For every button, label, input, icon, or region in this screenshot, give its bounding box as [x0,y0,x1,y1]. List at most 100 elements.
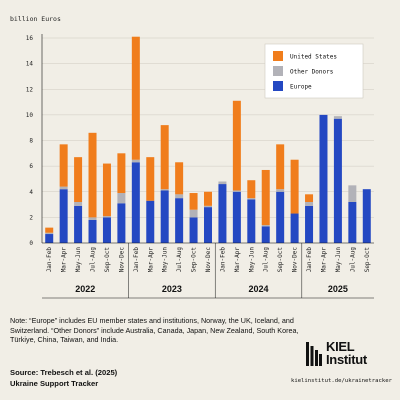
bar-united-states [146,157,155,201]
y-tick-label: 16 [26,35,34,42]
x-tick-label: Mar-Apr [61,247,68,273]
bar-other-donors [74,202,83,206]
bar-europe [333,118,342,243]
x-tick-label: Jul-Aug [90,247,97,273]
bar-united-states [88,132,97,218]
bar-europe [131,162,140,243]
logo-wordmark: KIEL Institut [326,340,367,366]
x-tick-label: Jan-Feb [306,247,313,273]
bar-united-states [189,193,198,210]
grid-lines [42,37,374,244]
x-tick-label: Mar-Apr [234,247,241,273]
kiel-institut-logo: KIEL Institut [306,340,396,370]
y-tick-label: 2 [29,214,33,221]
bar-united-states [45,227,54,233]
bar-other-donors [189,209,198,218]
x-tick-label: Jul-Aug [349,247,356,273]
bar-united-states [247,180,256,199]
bar-europe [261,226,270,243]
x-tick-label: Mar-Apr [320,247,327,273]
bar-united-states [131,36,140,160]
x-tick-label: Nov-Dec [205,247,212,273]
x-tick-label: Nov-Dec [292,247,299,273]
y-tick-label: 12 [26,86,34,93]
bar-europe [45,234,54,243]
bar-other-donors [131,159,140,163]
unit-label: billion Euros [10,15,61,23]
bar-europe [160,190,169,243]
bar-europe [305,205,314,243]
bar-europe [218,184,227,243]
source-citation: Source: Trebesch et al. (2025) [10,368,118,377]
bar-europe [74,205,83,243]
bar-united-states [232,100,241,191]
bar-other-donors [305,202,314,206]
x-tick-label: Sep-Oct [104,247,111,273]
x-tick-label: Sep-Oct [191,247,198,273]
bar-united-states [204,191,212,206]
logo-line-2: Institut [326,352,367,367]
x-tick-label: Sep-Oct [364,247,371,273]
x-tick-label: Mar-Apr [147,247,154,273]
bar-other-donors [218,181,227,185]
bar-united-states [102,163,111,217]
bar-united-states [276,144,285,190]
x-tick-label: May-Jun [335,247,342,273]
bar-europe [204,207,212,243]
bar-united-states [59,144,68,187]
legend-swatch [273,51,283,61]
legend-swatch [273,66,283,76]
source-block: Source: Trebesch et al. (2025) Ukraine S… [10,368,240,389]
x-tick-label: Jan-Feb [46,247,53,273]
bar-series [45,36,371,243]
x-tick-label: Nov-Dec [118,247,125,273]
bar-other-donors [160,189,169,191]
bar-other-donors [117,193,126,204]
bar-europe [232,191,241,243]
x-tick-label: Jan-Feb [133,247,140,273]
y-tick-label: 10 [26,112,34,119]
bar-europe [319,114,328,243]
bar-united-states [261,169,270,226]
bar-europe [88,219,97,243]
bar-europe [102,217,111,243]
y-tick-label: 8 [29,138,33,145]
footnote: Note: “Europe” includes EU member states… [10,316,299,345]
bar-europe [59,189,68,243]
bar-europe [276,191,285,243]
bar-europe [117,203,126,243]
year-label: 2023 [162,284,182,294]
bar-europe [189,217,198,243]
bar-united-states [175,162,184,195]
y-tick-label: 0 [29,240,33,247]
y-tick-label: 4 [29,189,33,196]
legend-label: United States [290,54,337,61]
x-tick-label: Jul-Aug [263,247,270,273]
bar-other-donors [204,205,212,208]
bar-europe [175,198,184,243]
bar-united-states [160,125,169,190]
bar-other-donors [175,194,184,199]
bar-europe [247,199,256,243]
bar-europe [146,200,155,243]
x-tick-label: Sep-Oct [277,247,284,273]
legend-swatch [273,81,283,91]
y-tick-label: 6 [29,163,33,170]
kiel-logo-mark-icon [306,342,322,366]
source-tracker-name: Ukraine Support Tracker [10,378,99,388]
bar-other-donors [232,190,241,192]
bar-other-donors [261,225,270,227]
year-label: 2022 [75,284,95,294]
year-label: 2024 [249,284,269,294]
bar-other-donors [102,216,111,218]
bar-united-states [117,153,126,194]
bar-united-states [305,194,314,202]
website-url: kielinstitut.de/ukrainetracker [290,378,392,384]
y-tick-label: 14 [26,61,34,68]
x-axis: Jan-Feb Mar-Apr May-Jun Jul-Aug Sep-Oct Nov-D… [42,242,374,299]
bar-other-donors [333,116,342,119]
stacked-bar-chart: billion Euros 0 2 4 6 8 10 12 14 16 Jan-Feb Mar-A… [10,15,374,299]
bar-united-states [290,159,299,214]
bar-other-donors [88,217,97,220]
x-tick-label: May-Jun [75,247,82,273]
